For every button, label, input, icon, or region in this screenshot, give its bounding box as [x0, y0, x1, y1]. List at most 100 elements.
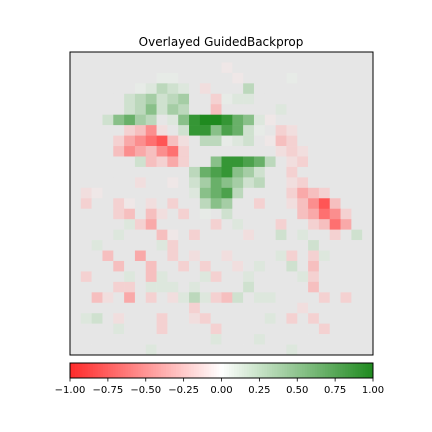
heatmap-cell: [102, 240, 114, 251]
heatmap-cell: [124, 52, 136, 63]
heatmap-cell: [178, 302, 190, 314]
heatmap-cell: [340, 219, 352, 230]
heatmap-cell: [156, 271, 168, 283]
heatmap-cell: [362, 83, 374, 95]
heatmap-cell: [134, 281, 147, 293]
heatmap-cell: [167, 344, 179, 356]
heatmap-cell: [308, 83, 320, 95]
heatmap-cell: [70, 250, 82, 262]
colorbar-segment: [77, 363, 81, 378]
heatmap-cell: [145, 240, 157, 251]
heatmap-cell: [318, 208, 331, 220]
heatmap-cell: [221, 93, 233, 105]
heatmap-cell: [221, 83, 233, 95]
colorbar-segment: [100, 363, 104, 378]
heatmap-cell: [340, 62, 352, 74]
heatmap-cell: [145, 271, 157, 283]
heatmap-cell: [221, 62, 233, 74]
colorbar-tick-label: −0.50: [130, 385, 161, 396]
heatmap-cell: [221, 52, 233, 63]
heatmap-cell: [297, 250, 309, 262]
heatmap-cell: [80, 344, 92, 356]
heatmap-cell: [221, 271, 233, 283]
heatmap-cell: [145, 281, 157, 293]
heatmap-cell: [253, 135, 266, 147]
heatmap-cell: [156, 240, 168, 251]
heatmap-cell: [70, 334, 82, 345]
heatmap-cell: [232, 229, 244, 241]
heatmap-cell: [297, 177, 309, 189]
heatmap-cell: [253, 292, 266, 304]
heatmap-cell: [102, 72, 114, 84]
colorbar-segment: [165, 363, 169, 378]
heatmap-cell: [70, 240, 82, 251]
heatmap-cell: [362, 114, 374, 126]
heatmap-cell: [286, 93, 298, 105]
heatmap-cell: [189, 219, 201, 230]
heatmap-cell: [199, 93, 211, 105]
heatmap-cell: [297, 281, 309, 293]
colorbar-segment: [256, 363, 260, 378]
colorbar-segment: [75, 363, 78, 378]
heatmap-cell: [124, 344, 136, 356]
heatmap-cell: [275, 323, 287, 335]
colorbar-segment: [287, 363, 291, 378]
heatmap-cell: [362, 156, 374, 168]
heatmap-cell: [113, 146, 125, 157]
heatmap-cell: [253, 250, 266, 262]
heatmap-cell: [253, 72, 266, 84]
heatmap-cell: [264, 83, 276, 95]
heatmap-cell: [134, 72, 147, 84]
heatmap-cell: [243, 62, 255, 74]
heatmap-cell: [145, 260, 157, 272]
heatmap-cell: [145, 93, 157, 105]
heatmap-cell: [351, 208, 363, 220]
heatmap-cell: [243, 260, 255, 272]
colorbar-segment: [246, 363, 250, 378]
heatmap-cell: [167, 146, 179, 157]
heatmap-cell: [210, 292, 222, 304]
heatmap-cell: [329, 114, 341, 126]
colorbar-segment: [92, 363, 96, 378]
heatmap-cell: [340, 208, 352, 220]
heatmap-cell: [264, 229, 276, 241]
heatmap-cell: [362, 104, 374, 115]
heatmap-cell: [264, 156, 276, 168]
heatmap-cell: [102, 250, 114, 262]
colorbar-segment: [87, 363, 91, 378]
heatmap-cell: [340, 187, 352, 199]
heatmap-cell: [286, 177, 298, 189]
heatmap-cell: [286, 166, 298, 178]
colorbar-segment: [284, 363, 288, 378]
heatmap-cell: [243, 177, 255, 189]
heatmap-cell: [113, 104, 125, 115]
heatmap-cell: [145, 292, 157, 304]
heatmap-cell: [113, 187, 125, 199]
colorbar-segment: [72, 363, 76, 378]
heatmap-cell: [178, 62, 190, 74]
heatmap-cell: [70, 271, 82, 283]
heatmap-cell: [232, 135, 244, 147]
colorbar-segment: [294, 363, 298, 378]
heatmap-cell: [329, 313, 341, 324]
heatmap-cell: [124, 271, 136, 283]
colorbar-segment: [125, 363, 129, 378]
heatmap-cell: [243, 323, 255, 335]
heatmap-cell: [232, 240, 244, 251]
heatmap-cell: [124, 125, 136, 136]
heatmap-cell: [297, 72, 309, 84]
heatmap-cell: [297, 323, 309, 335]
heatmap-cell: [124, 229, 136, 241]
heatmap-cell: [286, 114, 298, 126]
heatmap-cell: [113, 114, 125, 126]
heatmap-cell: [340, 146, 352, 157]
heatmap-cell: [297, 344, 309, 356]
heatmap-cell: [113, 166, 125, 178]
heatmap-cell: [80, 281, 92, 293]
colorbar-segment: [319, 363, 323, 378]
heatmap-cell: [80, 62, 92, 74]
heatmap-cell: [189, 271, 201, 283]
heatmap-cell: [351, 271, 363, 283]
heatmap-cell: [178, 229, 190, 241]
